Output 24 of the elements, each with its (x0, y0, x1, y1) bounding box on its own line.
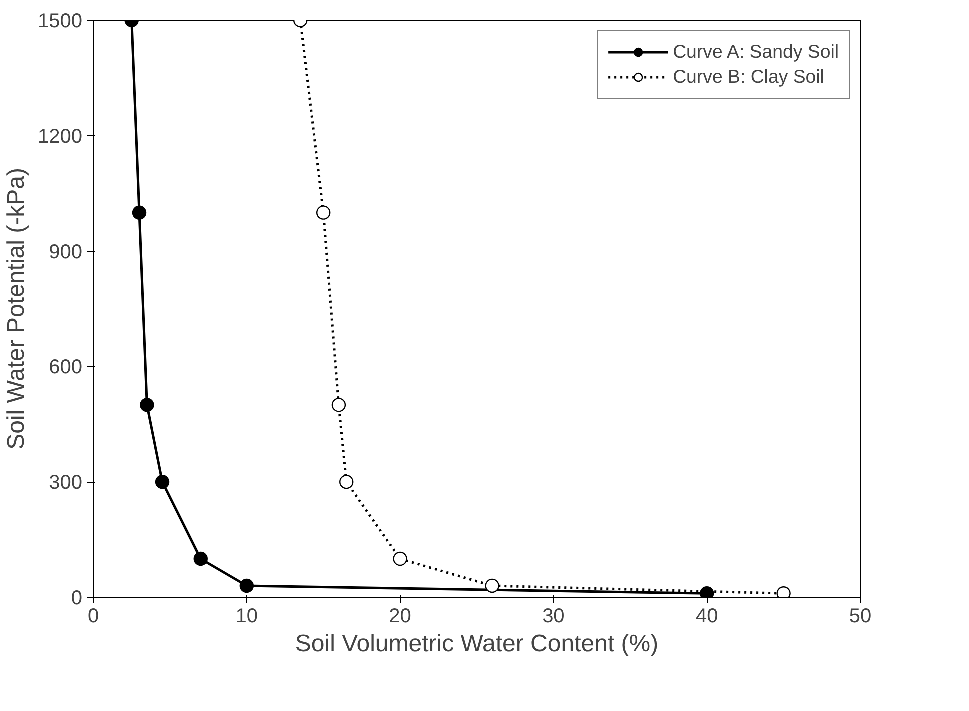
x-tick-label: 20 (389, 606, 412, 628)
point (332, 398, 346, 412)
y-tick-label: 300 (49, 472, 83, 494)
x-axis-title: Soil Volumetric Water Content (%) (295, 630, 659, 658)
x-tick-label: 50 (849, 606, 872, 628)
y-tick-label: 0 (71, 588, 82, 610)
y-tick-label: 1500 (38, 10, 83, 32)
legend-label: Curve B: Clay Soil (673, 66, 824, 88)
y-tick-label: 900 (49, 241, 83, 264)
point (340, 475, 354, 490)
point (485, 578, 500, 594)
x-tick-label: 0 (88, 606, 100, 628)
x-tick-label: 30 (542, 606, 565, 628)
point (194, 552, 208, 566)
x-tick-label: 40 (696, 606, 718, 628)
point (393, 552, 408, 566)
y-tick-label: 600 (49, 356, 83, 379)
point (155, 475, 170, 490)
point (140, 398, 154, 412)
point (240, 578, 254, 594)
y-axis-title: Soil Water Potential (-kPa) (3, 168, 30, 450)
x-tick-label: 10 (236, 606, 258, 628)
legend-label: Curve A: Sandy Soil (673, 41, 839, 63)
y-tick-label: 1200 (38, 126, 83, 148)
